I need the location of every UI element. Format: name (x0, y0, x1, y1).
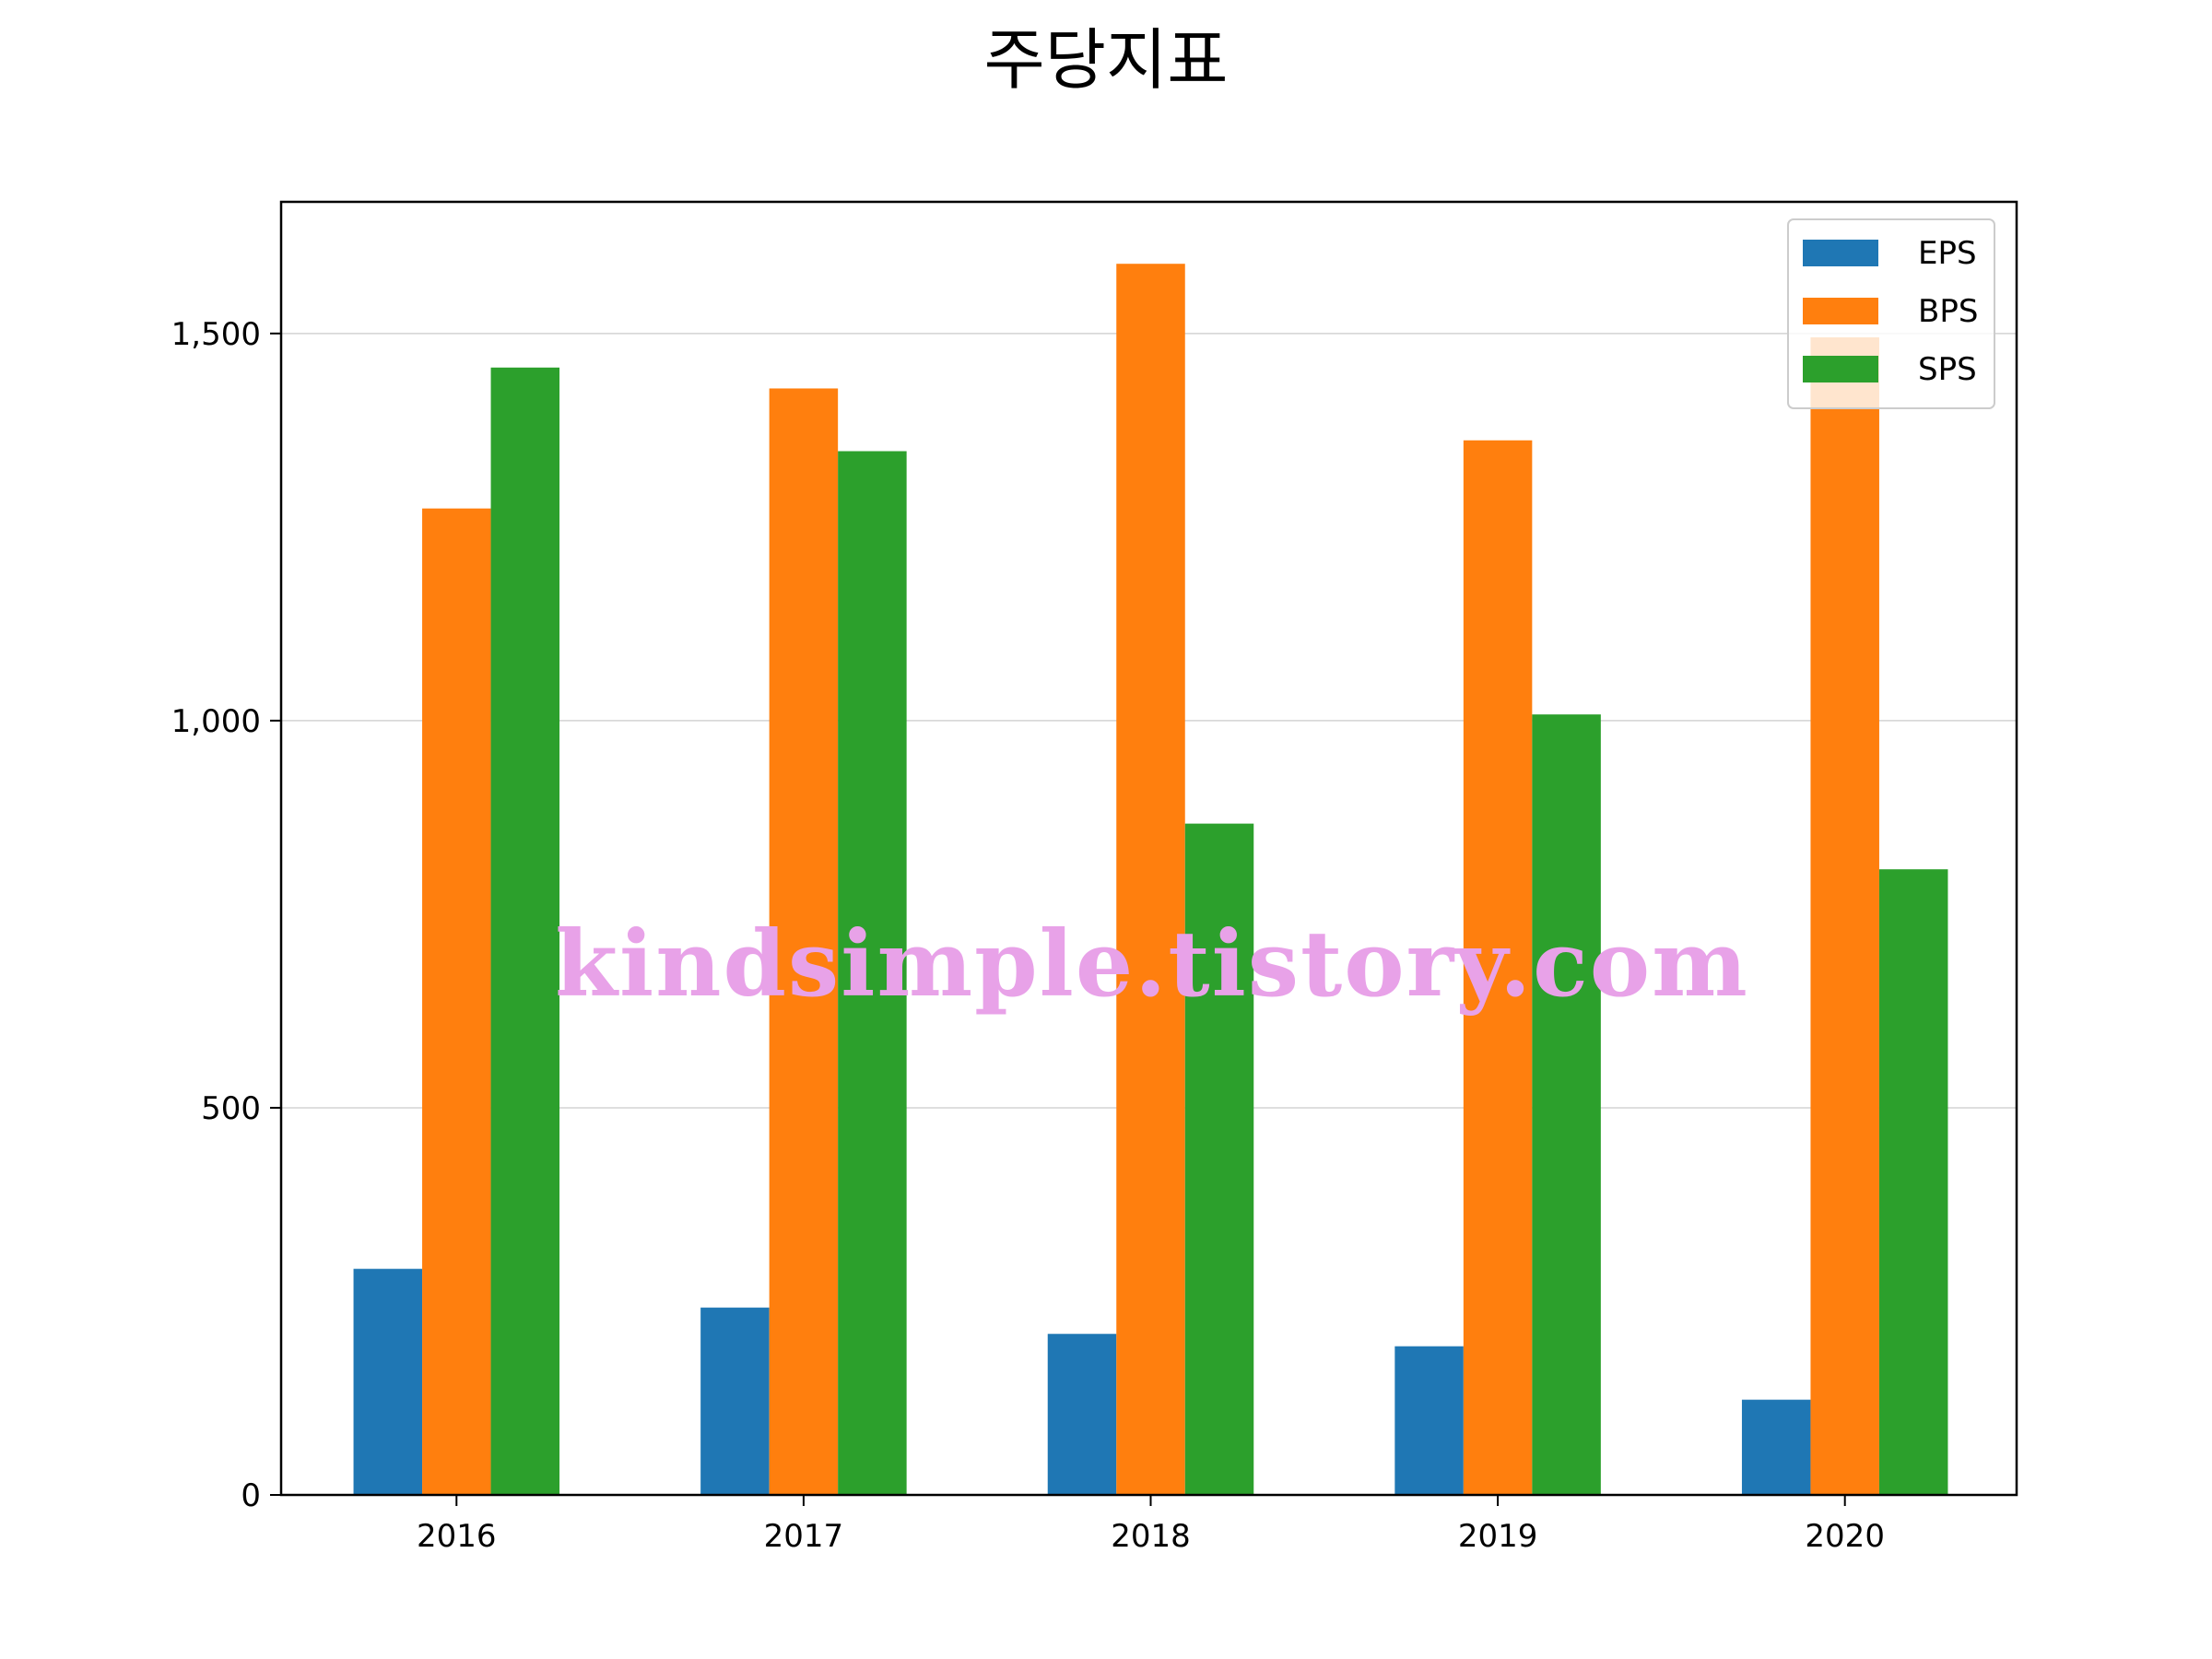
y-axis: 0 500 1,000 1,500 (171, 316, 281, 1514)
bar-bps-2019 (1463, 440, 1533, 1496)
legend: EPS BPS SPS (1787, 218, 1995, 409)
x-tick-label: 2017 (764, 1518, 844, 1555)
y-tick-label: 1,000 (171, 703, 261, 740)
x-tick-label: 2020 (1805, 1518, 1885, 1555)
bar-eps-2020 (1741, 1399, 1811, 1495)
bar-sps-2016 (490, 367, 560, 1495)
y-tick-label: 1,500 (171, 316, 261, 353)
watermark: kindsimple.tistory.com (555, 912, 1749, 1018)
bar-eps-2016 (353, 1268, 423, 1495)
x-tick-label: 2018 (1111, 1518, 1191, 1555)
legend-swatch-bps (1803, 298, 1878, 324)
legend-label-eps: EPS (1918, 235, 1977, 272)
bar-eps-2017 (700, 1307, 770, 1495)
bar-bps-2017 (769, 388, 839, 1495)
y-tick-label: 0 (241, 1477, 261, 1514)
bar-eps-2018 (1047, 1334, 1117, 1495)
chart-title: 주당지표 (984, 21, 1229, 99)
x-tick-label: 2019 (1458, 1518, 1538, 1555)
bar-eps-2019 (1394, 1346, 1464, 1495)
legend-label-sps: SPS (1918, 351, 1977, 388)
x-axis: 2016 2017 2018 2019 2020 (417, 1495, 1885, 1555)
legend-swatch-eps (1803, 240, 1878, 266)
x-tick-label: 2016 (417, 1518, 497, 1555)
bar-bps-2018 (1116, 264, 1185, 1495)
bar-sps-2017 (838, 451, 907, 1495)
plot-area-frame (279, 200, 2018, 1497)
bar-sps-2020 (1878, 869, 1948, 1495)
bar-sps-2019 (1532, 714, 1601, 1495)
bar-sps-2018 (1184, 823, 1254, 1495)
bar-bps-2016 (422, 508, 491, 1495)
y-tick-label: 500 (201, 1090, 261, 1127)
legend-label-bps: BPS (1918, 293, 1978, 330)
bars (353, 264, 1948, 1496)
legend-swatch-sps (1803, 356, 1878, 382)
bar-bps-2020 (1810, 337, 1879, 1495)
